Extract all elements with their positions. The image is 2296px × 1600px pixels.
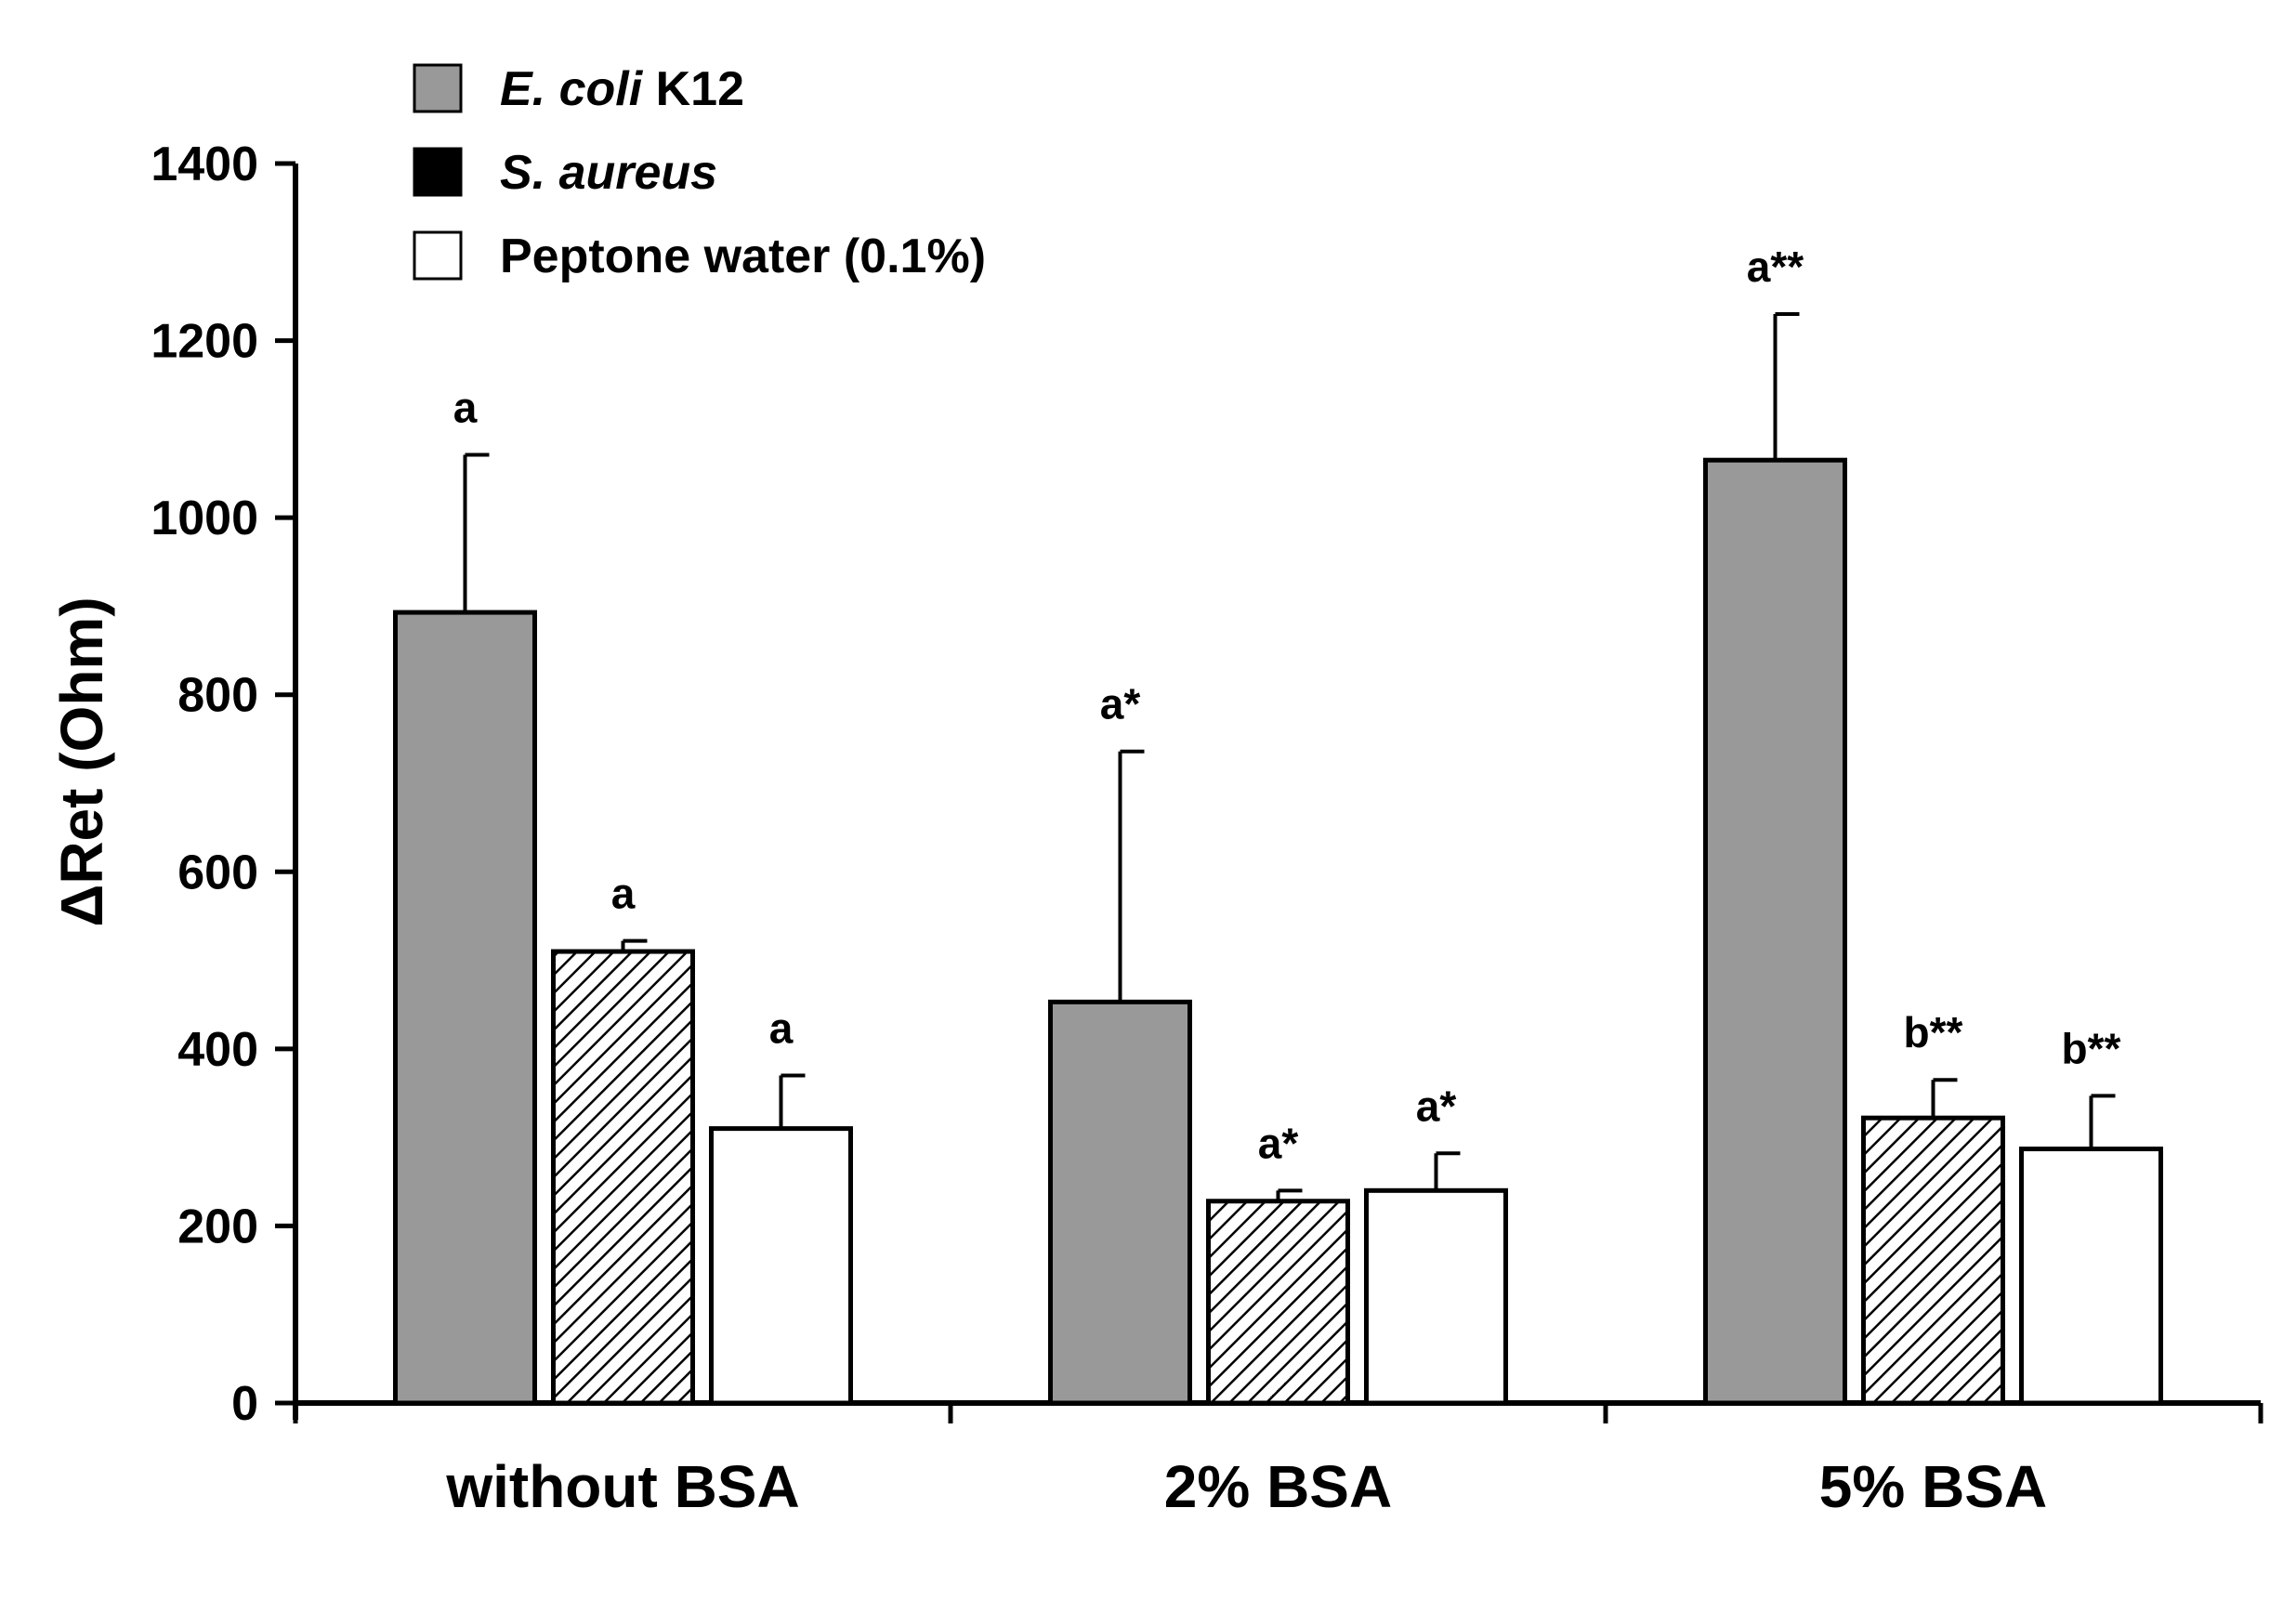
y-axis-title: ΔRet (Ohm)	[48, 597, 115, 926]
legend-label-saureus: S. aureus	[500, 146, 717, 200]
bar	[1703, 457, 1847, 1406]
bars: a a a a* a* a* a** b** b**	[393, 243, 2163, 1406]
legend-label-ecoli: E. coli K12	[500, 62, 744, 116]
x-category-label: without BSA	[445, 1453, 799, 1520]
significance-label: a*	[1100, 680, 1141, 728]
significance-label: a	[611, 870, 636, 918]
bar	[709, 1126, 853, 1406]
y-tick-label: 400	[177, 1023, 258, 1077]
bar	[393, 610, 537, 1406]
significance-label: b**	[2062, 1024, 2121, 1072]
y-tick-label: 0	[231, 1377, 258, 1431]
bar	[1364, 1187, 1508, 1406]
bar	[1861, 1115, 2005, 1406]
bar	[2019, 1147, 2163, 1406]
significance-label: b**	[1904, 1008, 1963, 1056]
y-tick-label: 600	[177, 846, 258, 899]
y-tick-label: 800	[177, 669, 258, 723]
y-tick-label: 1200	[151, 315, 258, 369]
y-tick-label: 1000	[151, 492, 258, 545]
bar	[551, 949, 695, 1406]
significance-label: a**	[1747, 243, 1804, 291]
legend-swatch-peptone	[413, 230, 463, 281]
y-tick-label: 200	[177, 1200, 258, 1253]
legend-item-saureus: S. aureus	[413, 146, 717, 200]
bar	[1048, 999, 1192, 1406]
legend-label-peptone: Peptone water (0.1%)	[500, 230, 986, 283]
bar	[1206, 1199, 1350, 1406]
y-tick-label: 1400	[151, 138, 258, 191]
x-category-label: 5% BSA	[1819, 1453, 2047, 1520]
significance-label: a	[769, 1003, 794, 1052]
x-category-label: 2% BSA	[1164, 1453, 1392, 1520]
legend-swatch-saureus	[413, 147, 463, 197]
significance-label: a*	[1416, 1082, 1457, 1130]
legend-item-ecoli: E. coli K12	[413, 62, 744, 116]
significance-label: a	[453, 383, 478, 431]
significance-label: a*	[1258, 1119, 1299, 1167]
legend-item-peptone: Peptone water (0.1%)	[413, 230, 986, 283]
legend-swatch-ecoli	[413, 63, 463, 113]
legend: E. coli K12 S. aureus Peptone water (0.1…	[413, 62, 986, 283]
